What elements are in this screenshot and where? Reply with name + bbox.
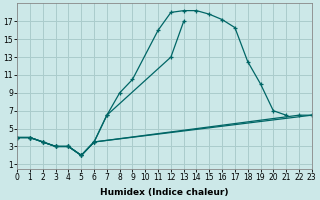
X-axis label: Humidex (Indice chaleur): Humidex (Indice chaleur) <box>100 188 229 197</box>
